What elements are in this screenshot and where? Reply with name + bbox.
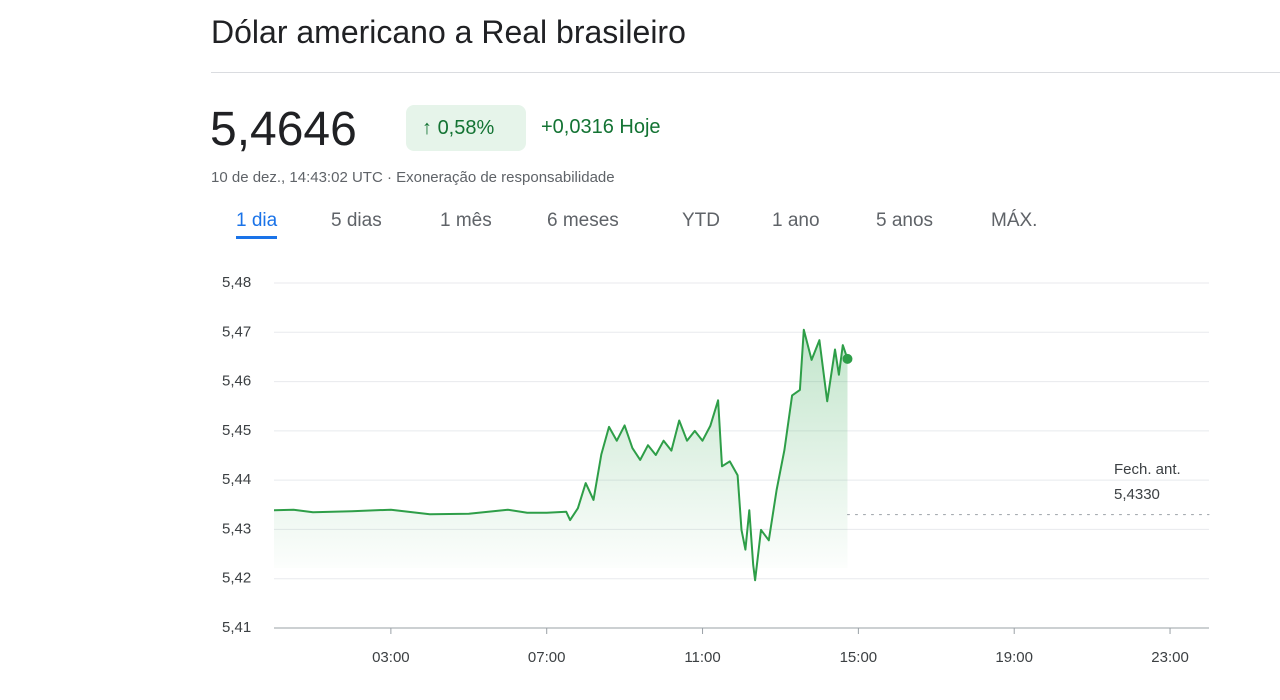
y-tick-label: 5,47 — [222, 323, 251, 340]
y-tick-label: 5,46 — [222, 373, 251, 390]
tab[interactable]: 5 dias — [331, 210, 382, 231]
title: Dólar americano a Real brasileiro — [211, 14, 686, 50]
reference-value: 5,4330 — [1114, 486, 1160, 503]
y-tick-label: 5,42 — [222, 570, 251, 587]
y-tick-label: 5,43 — [222, 520, 251, 537]
tab[interactable]: MÁX. — [991, 210, 1038, 231]
reference-label: Fech. ant. — [1114, 461, 1181, 478]
tab[interactable]: YTD — [682, 210, 720, 231]
arrow-icon: ↑ — [422, 117, 432, 139]
y-tick-label: 5,44 — [222, 471, 251, 488]
price-line — [273, 328, 849, 582]
x-tick-label: 19:00 — [995, 649, 1033, 666]
y-tick-label: 5,41 — [222, 619, 251, 636]
y-tick-label: 5,48 — [222, 274, 251, 291]
change-abs: +0,0316 — [541, 116, 614, 138]
tab[interactable]: 6 meses — [547, 210, 619, 231]
tab[interactable]: 1 ano — [772, 210, 820, 231]
y-tick-label: 5,45 — [222, 422, 251, 439]
last-point — [842, 353, 853, 364]
area — [274, 329, 848, 581]
change-badge: ↑ 0,58% — [406, 105, 526, 151]
x-tick-label: 15:00 — [840, 649, 878, 666]
change-period: Hoje — [619, 116, 661, 138]
tab[interactable]: 1 mês — [440, 210, 492, 231]
change-pct: 0,58% — [437, 117, 495, 139]
tab[interactable]: 5 anos — [876, 210, 934, 231]
price: 5,4646 — [210, 103, 357, 156]
x-tick-label: 07:00 — [528, 649, 566, 666]
divider — [211, 72, 1280, 73]
timestamp: 10 de dez., 14:43:02 UTC · Exoneração de… — [211, 169, 615, 186]
x-tick-label: 03:00 — [372, 649, 410, 666]
change: +0,0316 Hoje — [541, 116, 661, 139]
x-tick-label: 23:00 — [1151, 649, 1189, 666]
tab[interactable]: 1 dia — [236, 210, 278, 239]
x-tick-label: 11:00 — [684, 649, 720, 666]
